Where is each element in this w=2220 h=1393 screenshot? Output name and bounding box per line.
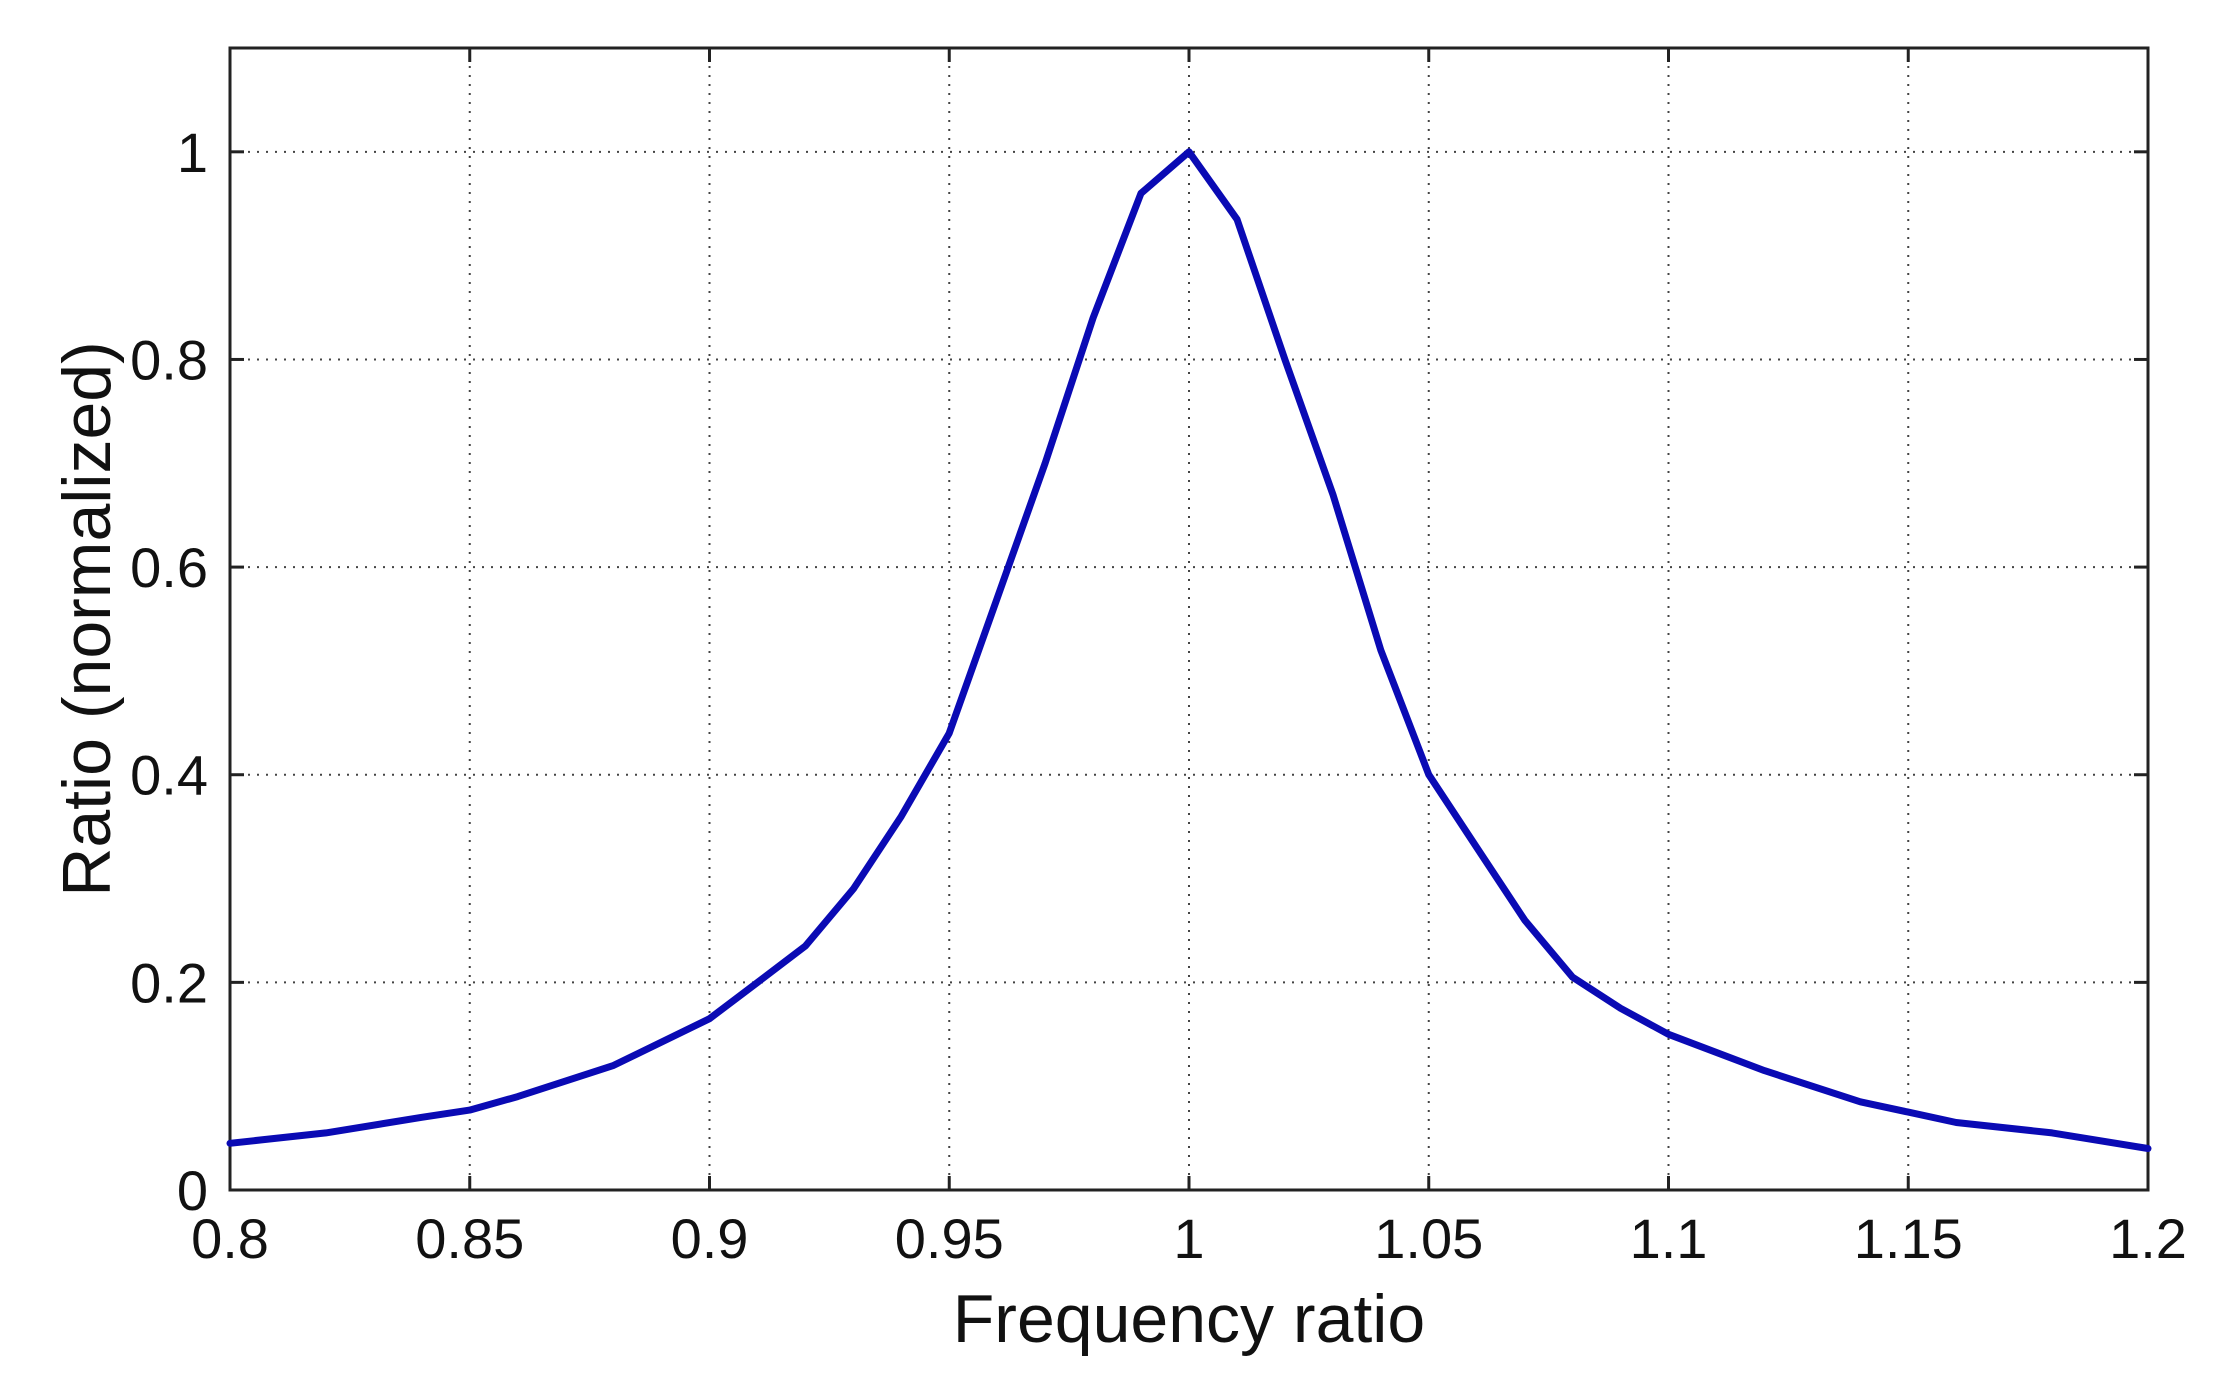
tick-labels: 0.8 0.85 0.9 0.95 1 1.05 1.1 1.15 1.2 0 0.2 0.4 0.6 0…	[130, 121, 2187, 1270]
grid	[230, 48, 2148, 1190]
x-tick-label: 1.05	[1374, 1207, 1483, 1270]
x-tick-label: 1.15	[1854, 1207, 1963, 1270]
x-tick-label: 0.8	[191, 1207, 269, 1270]
y-tick-label: 0	[177, 1159, 208, 1222]
y-tick-label: 0.8	[130, 328, 208, 391]
x-tick-label: 0.9	[671, 1207, 749, 1270]
x-tick-label: 1.1	[1630, 1207, 1708, 1270]
x-tick-label: 0.95	[895, 1207, 1004, 1270]
series-line	[226, 148, 2152, 1152]
y-tick-label: 0.4	[130, 744, 208, 807]
ticks	[228, 48, 2150, 1192]
x-tick-label: 1.2	[2109, 1207, 2187, 1270]
x-tick-label: 1	[1173, 1207, 1204, 1270]
x-tick-label: 0.85	[415, 1207, 524, 1270]
y-axis-label: Ratio (normalized)	[49, 341, 125, 897]
y-tick-label: 1	[177, 121, 208, 184]
series-layer	[226, 148, 2152, 1152]
y-tick-label: 0.6	[130, 536, 208, 599]
y-tick-label: 0.2	[130, 951, 208, 1014]
x-axis-label: Frequency ratio	[953, 1281, 1425, 1357]
